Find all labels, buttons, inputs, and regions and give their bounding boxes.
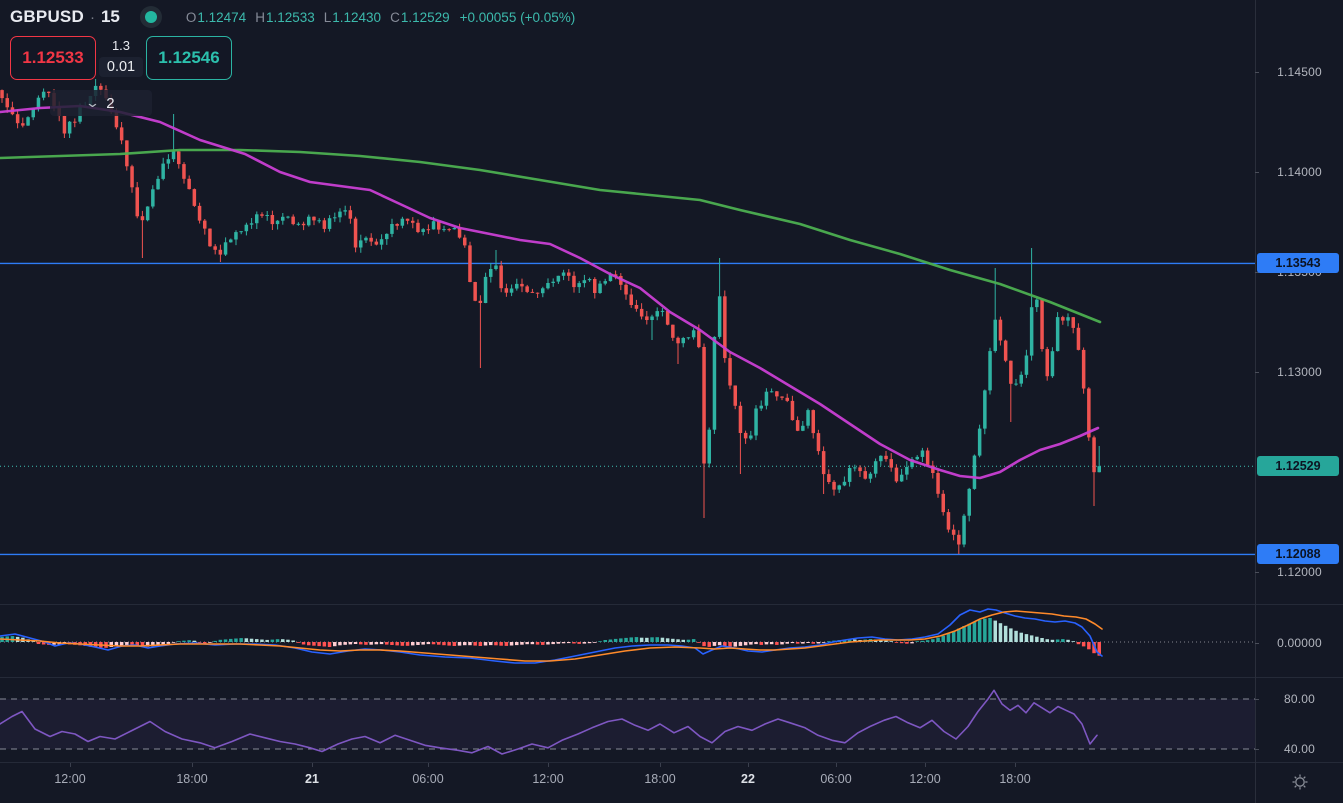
time-axis-tick (925, 763, 926, 767)
rsi-pane (0, 689, 1255, 755)
connection-dot-icon (144, 11, 157, 23)
price-axis-label: 80.00 (1283, 692, 1316, 706)
time-axis-label: 18:00 (644, 772, 676, 786)
time-axis-tick (428, 763, 429, 767)
ma-slow-line (0, 148, 1102, 324)
time-axis-separator (0, 762, 1343, 763)
price-axis-label: 1.14500 (1277, 65, 1322, 79)
symbol-separator: · (89, 8, 95, 26)
trade-panel: 1.12533 1.3 0.01 1.12546 (10, 36, 232, 80)
main-price-pane (0, 79, 1255, 556)
ma-fast-line (0, 104, 1100, 480)
symbol-name[interactable]: GBPUSD (10, 7, 84, 26)
sell-price: 1.12533 (22, 48, 84, 67)
time-axis-tick (192, 763, 193, 767)
price-axis-tick (1255, 372, 1259, 373)
timeframe-value[interactable]: 15 (100, 7, 120, 26)
low-value: 1.12430 (332, 9, 382, 25)
buy-price: 1.12546 (158, 48, 220, 67)
price-axis-tick (1255, 643, 1259, 644)
price-axis[interactable]: 1.145001.140001.135001.130001.120000.000… (1255, 0, 1343, 762)
time-axis-label: 06:00 (820, 772, 852, 786)
price-chart-canvas[interactable] (0, 0, 1255, 803)
time-axis-tick (836, 763, 837, 767)
buy-button[interactable]: 1.12546 (146, 36, 232, 80)
time-axis-tick (548, 763, 549, 767)
lot-size-field[interactable]: 0.01 (98, 57, 144, 77)
sell-button[interactable]: 1.12533 (10, 36, 96, 80)
legend-collapse-chip[interactable]: ⌄ 2 (50, 90, 152, 116)
last-price-badge[interactable]: 1.12529 (1257, 456, 1339, 476)
open-value: 1.12474 (197, 9, 247, 25)
time-axis-label: 18:00 (176, 772, 208, 786)
chart-legend: GBPUSD · 15 O 1.12474 H 1.12533 L 1.1243… (10, 6, 575, 28)
price-axis-tick (1255, 749, 1259, 750)
macd-signal-line (0, 610, 1103, 662)
price-axis-label: 40.00 (1283, 742, 1316, 756)
chart-settings-gear-icon[interactable] (1287, 769, 1313, 798)
price-axis-label: 1.13000 (1277, 365, 1322, 379)
time-axis-tick (1015, 763, 1016, 767)
pane-separator-rsi[interactable] (0, 677, 1343, 678)
price-axis-label: 1.14000 (1277, 165, 1322, 179)
price-axis-separator (1255, 0, 1256, 803)
time-axis-label: 06:00 (412, 772, 444, 786)
ohlc-readout: O 1.12474 H 1.12533 L 1.12430 C 1.12529 … (186, 10, 575, 25)
price-axis-label: 1.12000 (1277, 565, 1322, 579)
spread-value: 1.3 (111, 38, 131, 53)
price-axis-tick (1255, 699, 1259, 700)
time-axis-label: 18:00 (999, 772, 1031, 786)
time-axis-label: 12:00 (54, 772, 86, 786)
pane-separator-macd[interactable] (0, 604, 1343, 605)
time-axis-tick (748, 763, 749, 767)
close-label: C (390, 9, 400, 25)
axis-corner (1256, 763, 1343, 803)
time-axis-tick (312, 763, 313, 767)
price-axis-tick (1255, 72, 1259, 73)
candlestick-series (0, 79, 1101, 554)
time-axis-label: 12:00 (532, 772, 564, 786)
time-axis-label-day: 22 (741, 772, 755, 786)
rsi-line (0, 689, 1098, 755)
time-axis-tick (70, 763, 71, 767)
time-axis-tick (660, 763, 661, 767)
high-label: H (255, 9, 265, 25)
chevron-down-icon: ⌄ (85, 95, 101, 110)
time-axis-label: 12:00 (909, 772, 941, 786)
macd-pane (0, 608, 1255, 664)
change-value: +0.00055 (+0.05%) (459, 9, 576, 25)
hidden-items-count: 2 (106, 94, 115, 112)
price-axis-tick (1255, 272, 1259, 273)
price-axis-tick (1255, 572, 1259, 573)
price-axis-label: 0.00000 (1277, 636, 1322, 650)
resistance-price-badge[interactable]: 1.13543 (1257, 253, 1339, 273)
time-axis[interactable]: 12:00 18:00 21 06:00 12:00 18:00 22 06:00 12:00 1… (0, 763, 1255, 803)
open-label: O (185, 9, 197, 25)
high-value: 1.12533 (265, 9, 315, 25)
close-value: 1.12529 (400, 9, 450, 25)
price-axis-tick (1255, 172, 1259, 173)
time-axis-label-day: 21 (305, 772, 319, 786)
support-price-badge[interactable]: 1.12088 (1257, 544, 1339, 564)
data-status-icon[interactable] (139, 6, 162, 28)
trade-panel-middle: 1.3 0.01 (96, 36, 146, 77)
low-label: L (323, 9, 332, 25)
